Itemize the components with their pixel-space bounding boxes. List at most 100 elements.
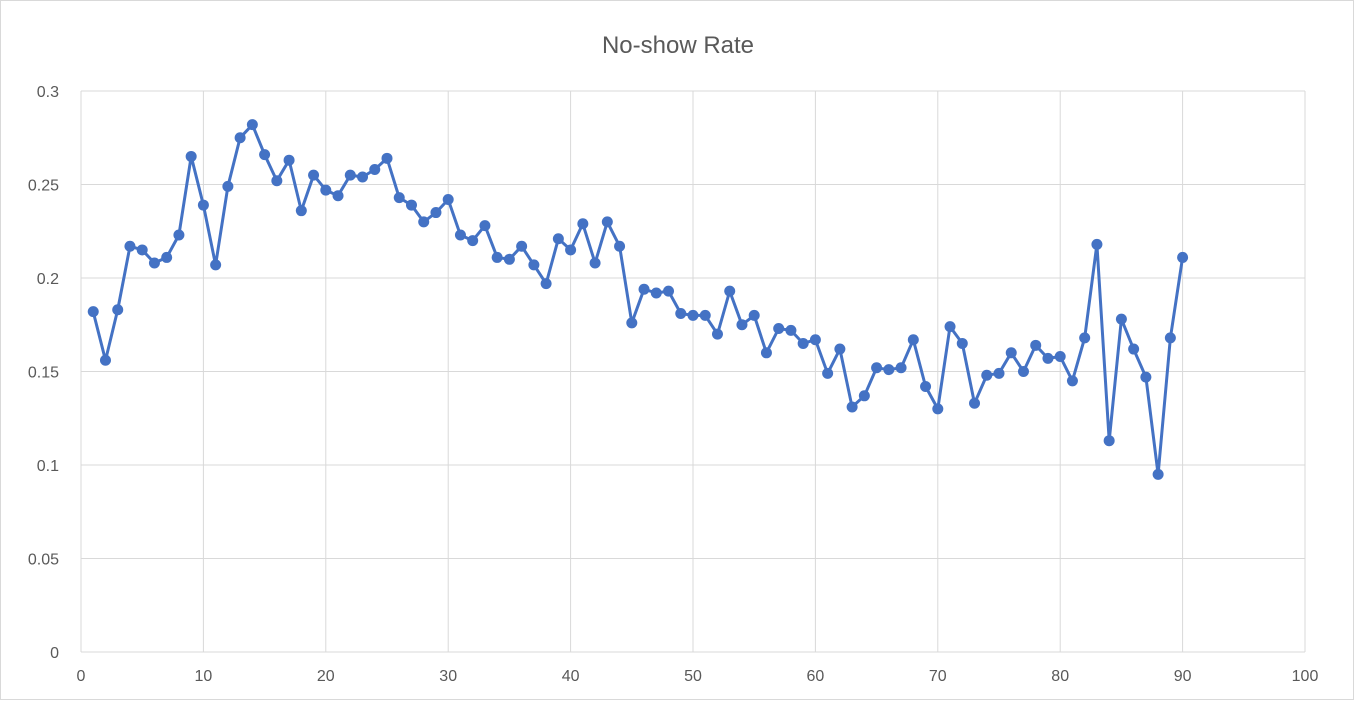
data-point xyxy=(491,251,503,263)
data-point xyxy=(271,175,283,187)
data-point xyxy=(638,283,650,295)
data-point xyxy=(442,193,454,205)
data-point xyxy=(760,347,772,359)
data-point xyxy=(663,285,675,297)
data-point xyxy=(528,259,540,271)
data-point xyxy=(687,309,699,321)
x-tick-label: 80 xyxy=(1051,668,1069,685)
data-point xyxy=(112,304,124,316)
data-point xyxy=(650,287,662,299)
data-point xyxy=(956,337,968,349)
data-point xyxy=(148,257,160,269)
data-point xyxy=(920,380,932,392)
data-point xyxy=(393,192,405,204)
data-point xyxy=(344,169,356,181)
data-point xyxy=(822,367,834,379)
data-point xyxy=(1103,435,1115,447)
data-point xyxy=(454,229,466,241)
data-point xyxy=(1128,343,1140,355)
data-point xyxy=(222,180,234,192)
x-tick-label: 30 xyxy=(439,668,457,685)
data-point xyxy=(332,190,344,202)
data-point xyxy=(626,317,638,329)
x-tick-label: 90 xyxy=(1174,668,1192,685)
data-point xyxy=(773,322,785,334)
series xyxy=(87,119,1189,480)
axes: 0 0.05 0.1 0.15 0.2 0.25 0.3 0 10 20 30 40 50 60 70 80 9… xyxy=(28,84,1319,685)
data-point xyxy=(467,235,479,247)
data-point xyxy=(565,244,577,256)
data-point xyxy=(748,309,760,321)
x-tick-label: 50 xyxy=(684,668,702,685)
data-point xyxy=(834,343,846,355)
data-point xyxy=(1079,332,1091,344)
data-point xyxy=(405,199,417,211)
data-point xyxy=(161,251,173,263)
data-point xyxy=(283,154,295,166)
data-point xyxy=(516,240,528,252)
data-point xyxy=(210,259,222,271)
data-point xyxy=(1017,366,1029,377)
data-point xyxy=(479,220,491,232)
data-point xyxy=(711,328,723,340)
data-point xyxy=(577,218,589,230)
data-point xyxy=(295,205,307,217)
chart-title: No-show Rate xyxy=(602,32,754,59)
data-point xyxy=(871,362,883,374)
data-point xyxy=(357,171,369,183)
gridlines xyxy=(80,90,1306,653)
data-point xyxy=(846,401,858,413)
data-point xyxy=(797,337,809,349)
data-point xyxy=(1091,238,1103,250)
data-point xyxy=(993,367,1005,379)
data-point xyxy=(809,334,821,346)
y-tick-label: 0.3 xyxy=(37,84,59,101)
y-tick-label: 0.1 xyxy=(37,458,59,475)
data-point xyxy=(675,308,687,320)
data-point xyxy=(259,149,271,161)
y-tick-label: 0.25 xyxy=(28,178,59,195)
y-tick-label: 0 xyxy=(50,645,59,662)
data-point xyxy=(883,364,895,376)
y-tick-label: 0.2 xyxy=(37,271,59,288)
data-point xyxy=(724,285,736,297)
data-point xyxy=(785,324,797,336)
data-point xyxy=(736,319,748,331)
data-point xyxy=(1177,251,1189,263)
data-point xyxy=(932,403,944,415)
data-point xyxy=(185,150,197,162)
data-point xyxy=(614,240,626,252)
data-point xyxy=(1066,375,1078,387)
x-tick-label: 100 xyxy=(1292,668,1319,685)
y-tick-label: 0.15 xyxy=(28,365,59,382)
data-point xyxy=(320,184,332,196)
data-point xyxy=(944,321,956,333)
data-point xyxy=(699,309,711,321)
data-point xyxy=(907,334,919,346)
data-point xyxy=(1115,313,1127,325)
data-point xyxy=(124,240,136,252)
series-line xyxy=(91,123,1185,476)
x-tick-label: 0 xyxy=(77,668,86,685)
data-point xyxy=(969,397,981,409)
data-point xyxy=(981,369,993,381)
data-point xyxy=(858,390,870,402)
data-point xyxy=(430,207,442,219)
data-point xyxy=(552,233,564,245)
data-point xyxy=(234,132,246,144)
data-point xyxy=(246,119,258,131)
data-point xyxy=(540,278,552,290)
data-point xyxy=(1005,347,1017,359)
y-tick-label: 0.05 xyxy=(28,552,59,569)
data-point xyxy=(589,257,601,269)
data-point xyxy=(173,229,185,241)
data-point xyxy=(381,152,393,164)
data-point xyxy=(197,199,209,211)
data-point xyxy=(418,216,430,228)
data-point xyxy=(1152,468,1164,480)
data-point xyxy=(895,362,907,374)
data-point xyxy=(1042,352,1054,364)
data-point xyxy=(503,253,515,265)
